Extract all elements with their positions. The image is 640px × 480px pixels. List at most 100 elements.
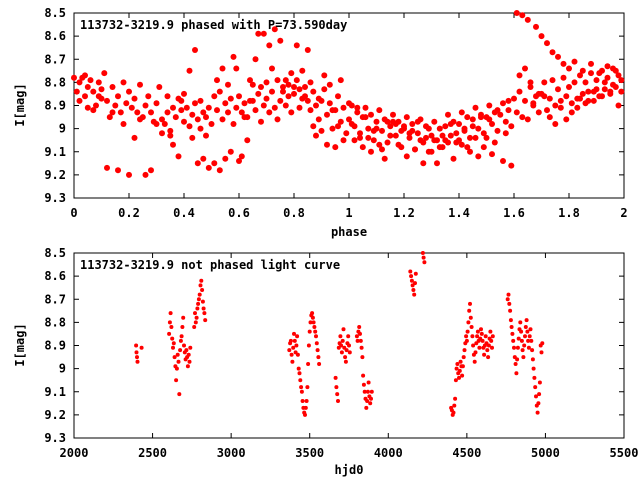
phased-data-point (241, 100, 248, 107)
phased-data-point (618, 88, 625, 95)
unphased-data-point (287, 348, 292, 353)
phased-data-point (321, 72, 328, 79)
phased-data-point (348, 121, 355, 127)
phased-data-point (538, 33, 545, 40)
unphased-light-curve-chart: 113732-3219.9 not phased light curve hjd… (13, 246, 638, 477)
phased-data-point (249, 97, 256, 104)
unphased-data-point (362, 389, 367, 394)
phased-data-point (615, 72, 622, 79)
unphased-data-point (475, 334, 480, 339)
unphased-data-point (524, 318, 529, 323)
unphased-data-point (171, 345, 175, 350)
phased-data-point (508, 162, 515, 169)
phased-data-point (464, 114, 471, 121)
unphased-data-point (313, 329, 318, 334)
unphased-data-point (482, 352, 487, 357)
phased-data-point (480, 130, 487, 137)
unphased-y-tick-label: 8.5 (44, 246, 66, 260)
phased-data-point (71, 74, 77, 81)
phased-data-point (557, 104, 564, 111)
phased-data-point (403, 114, 410, 121)
phased-data-point (513, 109, 520, 116)
phased-data-point (263, 79, 270, 86)
phased-y-axis-label: I[mag] (13, 83, 27, 126)
unphased-x-tick-label: 5000 (531, 446, 560, 460)
phased-data-point (285, 81, 292, 88)
phased-data-point (373, 118, 380, 125)
unphased-data-point (540, 341, 545, 346)
unphased-data-point (469, 325, 474, 329)
unphased-data-point (486, 343, 491, 348)
phased-data-point (577, 95, 583, 102)
unphased-data-point (506, 292, 511, 297)
unphased-data-point (523, 325, 528, 329)
phased-y-tick-label: 9.2 (44, 168, 66, 182)
unphased-data-point (299, 385, 304, 390)
phased-data-point (486, 116, 493, 123)
unphased-data-point (460, 373, 465, 378)
unphased-data-point (174, 378, 179, 383)
phased-data-point (401, 123, 407, 130)
unphased-data-point (479, 331, 484, 336)
phased-data-point (148, 109, 154, 116)
phased-data-point (167, 132, 174, 139)
phased-data-point (365, 134, 372, 141)
phased-data-point (115, 93, 121, 100)
phased-data-point (208, 121, 215, 127)
phased-data-point (354, 104, 361, 111)
phased-data-point (164, 93, 171, 100)
phased-data-point (379, 146, 385, 153)
unphased-data-point (522, 343, 527, 348)
phased-data-point (376, 107, 383, 114)
phased-data-point (354, 109, 361, 116)
phased-x-tick-label: 0.2 (118, 206, 140, 220)
phased-data-point (249, 81, 256, 88)
phased-data-point (315, 95, 322, 102)
phased-data-point (252, 56, 259, 63)
unphased-data-point (509, 325, 514, 329)
unphased-data-point (193, 311, 197, 316)
phased-data-point (527, 84, 534, 90)
phased-data-point (447, 121, 454, 127)
phased-data-point (167, 127, 174, 134)
phased-y-tick-label: 8.8 (44, 75, 66, 89)
unphased-data-point (468, 315, 473, 320)
phased-data-point (489, 151, 495, 158)
phased-data-point (431, 137, 438, 144)
phased-data-point (277, 97, 284, 104)
phased-data-point (590, 97, 597, 104)
unphased-data-point (315, 348, 320, 353)
phased-data-point (236, 158, 242, 164)
phased-data-point (519, 12, 526, 19)
phased-data-point (403, 153, 410, 160)
unphased-data-point (135, 359, 140, 364)
phased-data-point (409, 127, 416, 134)
phased-data-point (368, 148, 374, 155)
unphased-data-point (475, 329, 480, 334)
unphased-data-point (452, 403, 457, 408)
unphased-data-point (510, 331, 515, 336)
phased-data-point (175, 153, 182, 160)
phased-data-point (186, 67, 193, 74)
unphased-x-axis-label: hjd0 (335, 463, 364, 477)
unphased-data-point (295, 352, 300, 357)
phased-data-point (82, 93, 88, 100)
unphased-data-point (490, 334, 495, 339)
unphased-data-point (512, 345, 516, 350)
unphased-data-point (304, 399, 309, 403)
phased-data-point (258, 84, 264, 90)
phased-data-point (313, 132, 319, 139)
phased-data-point (458, 141, 465, 148)
unphased-chart-title: 113732-3219.9 not phased light curve (80, 258, 340, 272)
unphased-data-point (194, 315, 199, 320)
unphased-data-point (303, 412, 307, 417)
unphased-data-point (185, 364, 190, 369)
unphased-data-point (198, 283, 203, 288)
unphased-data-point (357, 325, 362, 329)
phased-data-point (90, 107, 97, 114)
phased-data-point (335, 93, 341, 100)
phased-data-point (502, 130, 509, 137)
unphased-data-point (182, 343, 186, 348)
unphased-data-point (340, 338, 345, 343)
unphased-x-tick-label: 3000 (217, 446, 246, 460)
